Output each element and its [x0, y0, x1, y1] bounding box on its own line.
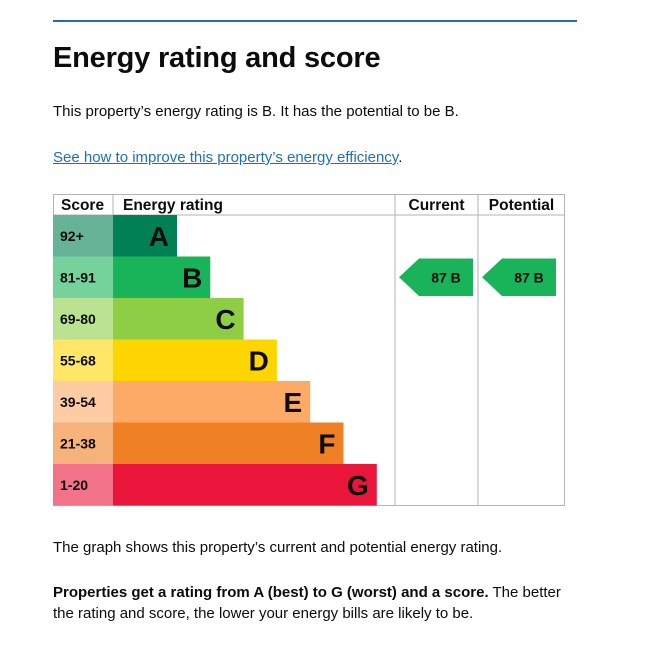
rating-summary: This property’s energy rating is B. It h…: [53, 103, 459, 120]
rating-letter-e: E: [284, 387, 303, 418]
score-range-b: 81-91: [60, 269, 96, 285]
rating-explanation-rest: The better the rating and score, the low…: [53, 584, 561, 622]
rating-letter-a: A: [149, 221, 169, 252]
energy-rating-svg: Score Energy rating Current Potential 92+ A 81…: [53, 194, 565, 506]
rating-bar-e: [113, 381, 311, 423]
score-cell-e: [53, 381, 113, 423]
score-range-g: 1-20: [60, 477, 88, 493]
rating-bar-c: [113, 298, 244, 340]
potential-arrow: [482, 258, 556, 296]
score-cell-f: [53, 422, 113, 464]
rating-bar-d: [113, 339, 277, 381]
rating-letter-b: B: [182, 262, 202, 293]
potential-rating-label: 87 B: [514, 269, 544, 285]
rating-letter-g: G: [347, 470, 369, 501]
potential-column-header: Potential: [489, 197, 554, 214]
rating-bar-b: [113, 256, 211, 298]
current-arrow: [399, 258, 473, 296]
score-cell-d: [53, 339, 113, 381]
rating-bar-f: [113, 422, 344, 464]
graph-caption: The graph shows this property’s current …: [53, 539, 503, 556]
current-rating-label: 87 B: [431, 269, 461, 285]
page-heading: Energy rating and score: [53, 42, 381, 74]
rating-bar-g: [113, 464, 377, 506]
rating-explanation-bold: Properties get a rating from A (best) to…: [53, 584, 489, 601]
score-cell-c: [53, 298, 113, 340]
energy-rating-chart: Score Energy rating Current Potential 92+ A 81…: [53, 194, 565, 506]
score-cell-a: [53, 215, 113, 257]
score-range-c: 69-80: [60, 311, 96, 327]
improve-link-suffix: .: [398, 149, 403, 166]
rating-bar-a: [113, 215, 177, 257]
rating-column-header: Energy rating: [123, 197, 223, 214]
section-divider: [53, 20, 577, 22]
rating-letter-c: C: [215, 304, 235, 335]
rating-explanation: Properties get a rating from A (best) to…: [53, 582, 573, 624]
improve-paragraph: See how to improve this property’s energ…: [53, 147, 402, 168]
current-column-header: Current: [409, 197, 465, 214]
score-range-d: 55-68: [60, 352, 96, 368]
rating-letter-d: D: [249, 345, 269, 376]
score-column-header: Score: [61, 197, 104, 214]
score-range-a: 92+: [60, 228, 84, 244]
score-range-f: 21-38: [60, 435, 96, 451]
score-cell-g: [53, 464, 113, 506]
score-range-e: 39-54: [60, 394, 96, 410]
improve-efficiency-link[interactable]: See how to improve this property’s energ…: [53, 149, 399, 166]
score-cell-b: [53, 256, 113, 298]
rating-letter-f: F: [318, 428, 335, 459]
